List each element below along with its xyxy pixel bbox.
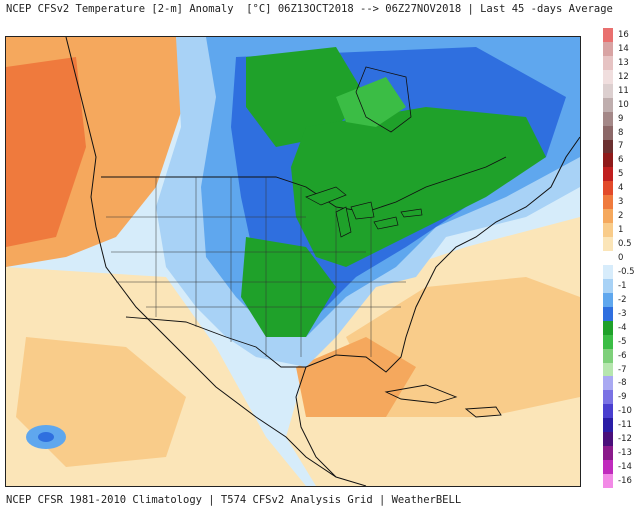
legend-label: 0 — [618, 253, 624, 263]
legend-swatch — [603, 223, 613, 238]
legend-swatch — [603, 418, 613, 433]
legend-swatch — [603, 237, 613, 252]
map-title: NCEP CFSv2 Temperature [2-m] Anomaly [°C… — [6, 3, 613, 15]
legend-swatch — [603, 390, 613, 405]
great-lakes — [305, 186, 423, 238]
legend-label: 9 — [618, 113, 624, 124]
legend-swatch — [603, 97, 613, 113]
legend-label: 14 — [618, 43, 629, 54]
legend-label: -11 — [618, 420, 632, 431]
legend-label: -16 — [618, 476, 632, 487]
legend-swatch — [603, 376, 613, 391]
legend-label: 0.5 — [618, 239, 632, 250]
legend-label: 1 — [618, 225, 624, 236]
legend-label: 8 — [618, 127, 624, 138]
legend-swatch — [603, 264, 613, 280]
gulf-warm-field — [296, 337, 416, 417]
legend-swatch — [603, 404, 613, 419]
legend-label: 6 — [618, 155, 624, 166]
legend-swatch — [603, 41, 613, 57]
legend-label: 10 — [618, 99, 629, 110]
hudson-bay-coast — [355, 66, 412, 133]
atlantic-gulf-coastline — [305, 136, 580, 373]
legend-swatch — [603, 306, 613, 322]
legend-label: 16 — [618, 29, 629, 40]
legend-label: 3 — [618, 197, 624, 208]
legend-label: -9 — [618, 392, 627, 403]
southern-plains-cold-anomaly — [241, 237, 336, 337]
legend-swatch — [603, 111, 613, 127]
map-footer: NCEP CFSR 1981-2010 Climatology | T574 C… — [6, 494, 462, 506]
color-scale-legend: 16 14 13 12 11 10 9 8 7 6 5 4 3 2 1 0.5 0 -0.5 -1 -2 -3 -4 -5 -… — [603, 28, 635, 489]
legend-swatch — [603, 167, 613, 182]
legend-label: -3 — [618, 308, 627, 319]
hudson-cold-core — [336, 77, 406, 127]
legend-label: -1 — [618, 280, 627, 291]
legend-label: -13 — [618, 448, 632, 459]
northeast-pacific-warm-core — [6, 57, 86, 247]
legend-label: -4 — [618, 322, 627, 333]
legend-swatch — [603, 334, 613, 350]
legend-label: 7 — [618, 141, 624, 152]
state-boundaries — [106, 177, 406, 357]
legend-swatch — [603, 55, 613, 71]
mexico-gulf-coastline — [295, 366, 337, 478]
legend-label: 11 — [618, 85, 629, 96]
map-canvas — [6, 37, 580, 486]
legend-swatch — [603, 278, 613, 294]
legend-swatch — [603, 292, 613, 308]
legend-label: -10 — [618, 406, 632, 417]
legend-label: -0.5 — [618, 266, 635, 277]
great-lakes-cold-anomaly — [291, 107, 546, 267]
legend-swatch — [603, 139, 613, 154]
legend-swatch — [603, 69, 613, 85]
legend-label: -2 — [618, 294, 627, 305]
legend-label: 12 — [618, 71, 629, 82]
legend-label: -12 — [618, 434, 632, 445]
legend-label: -7 — [618, 364, 627, 375]
legend-swatch — [603, 181, 613, 196]
hispaniola-outline — [464, 406, 502, 418]
legend-swatch — [603, 320, 613, 336]
legend-swatch — [603, 474, 613, 489]
legend-swatch — [603, 209, 613, 224]
legend-label: 2 — [618, 211, 624, 222]
us-canada-border — [101, 156, 507, 213]
legend-label: 4 — [618, 183, 624, 194]
legend-label: -14 — [618, 462, 632, 473]
legend-label: 13 — [618, 57, 629, 68]
legend-swatch — [603, 446, 613, 461]
legend-swatch — [603, 251, 613, 266]
legend-label: -6 — [618, 350, 627, 361]
legend-label: -5 — [618, 336, 627, 347]
us-mexico-border — [125, 316, 306, 368]
legend-swatch — [603, 432, 613, 447]
legend-swatch — [603, 125, 613, 140]
legend-swatch — [603, 28, 613, 43]
legend-label: 5 — [618, 169, 624, 180]
pacific-coastline — [65, 37, 367, 486]
legend-label: -8 — [618, 378, 627, 389]
legend-swatch — [603, 348, 613, 364]
legend-swatch — [603, 83, 613, 99]
legend-swatch — [603, 153, 613, 168]
pacific-cold-spot-core — [38, 432, 54, 442]
cuba-outline — [384, 384, 458, 404]
anomaly-map — [5, 36, 581, 487]
legend-swatch — [603, 195, 613, 210]
legend-swatch — [603, 362, 613, 377]
legend-swatch — [603, 460, 613, 475]
